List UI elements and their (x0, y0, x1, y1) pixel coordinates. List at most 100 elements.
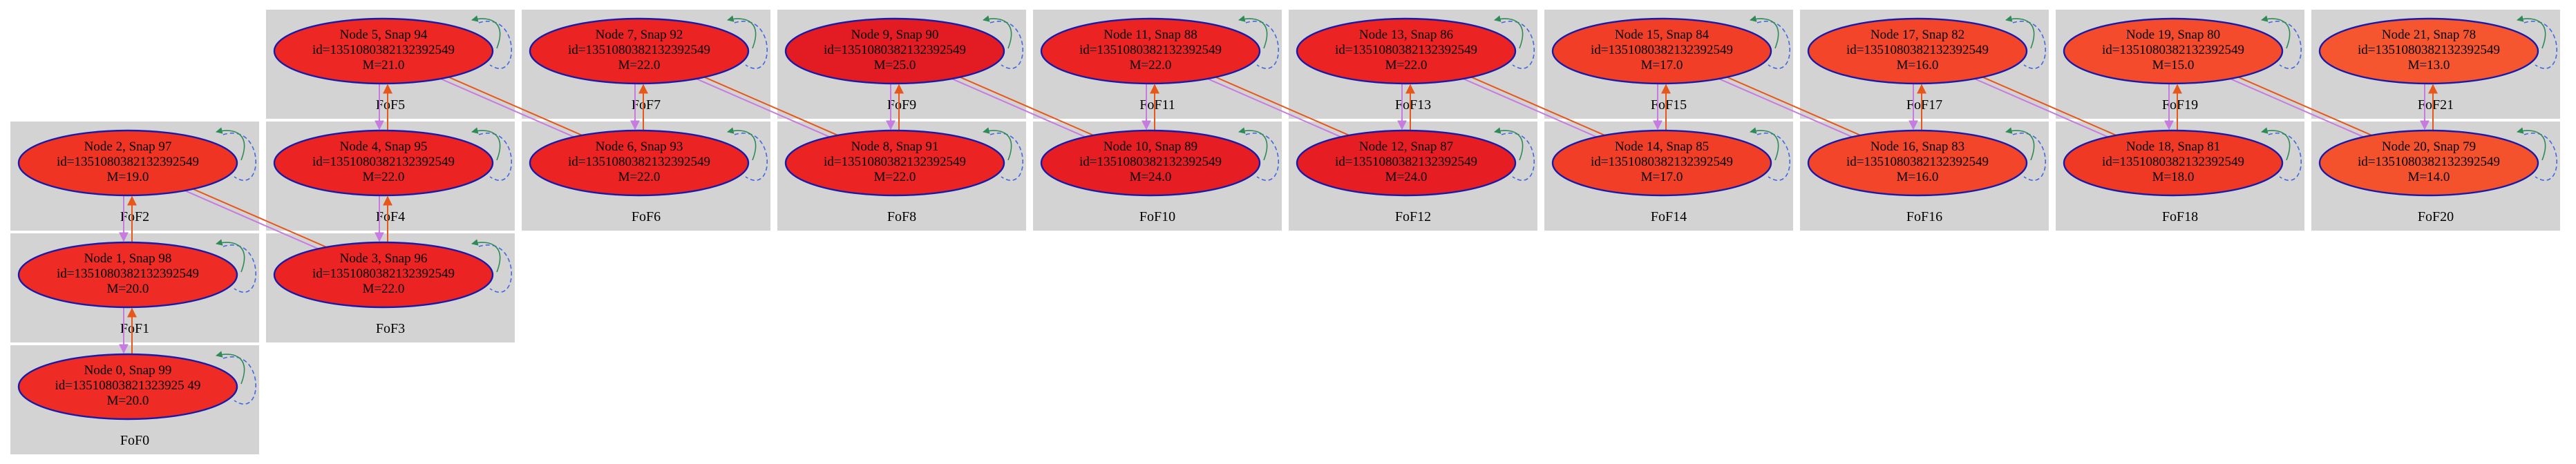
node-idline: id=1351080382132392549 (568, 155, 710, 169)
node-idline: id=1351080382132392549 (2358, 155, 2500, 169)
node-title: Node 15, Snap 84 (1615, 28, 1710, 42)
cluster-label: FoF11 (1139, 97, 1175, 113)
node-idline: id=1351080382132392549 (824, 155, 966, 169)
node-title: Node 10, Snap 89 (1104, 139, 1197, 154)
node-15: Node 15, Snap 84id=1351080382132392549M=… (1551, 15, 1790, 85)
link-16-17 (1909, 84, 1926, 130)
link-10-11 (1142, 84, 1159, 130)
self-loop-arrow (1750, 127, 1779, 161)
cluster-label: FoF10 (1139, 209, 1175, 224)
node-mass: M=22.0 (363, 170, 405, 184)
node-ellipse (2063, 17, 2284, 85)
node-12: Node 12, Snap 87id=1351080382132392549M=… (1296, 127, 1535, 197)
node-title: Node 6, Snap 93 (596, 139, 683, 154)
cluster-label: FoF13 (1395, 97, 1431, 113)
self-loop-arrow (2517, 15, 2546, 49)
node-idline: id=1351080382132392549 (568, 43, 710, 57)
node-mass: M=24.0 (1385, 170, 1428, 184)
node-idline: id=1351080382132392549 (1079, 155, 1222, 169)
node-5: Node 5, Snap 94id=1351080382132392549M=2… (273, 15, 512, 85)
node-title: Node 21, Snap 78 (2382, 28, 2476, 42)
node-ellipse (784, 129, 1005, 197)
node-ellipse (273, 17, 494, 85)
self-loop-arrow (1494, 15, 1524, 49)
node-idline: id=1351080382132392549 (2102, 155, 2244, 169)
node-title: Node 14, Snap 85 (1615, 139, 1709, 154)
link-4-5 (375, 84, 392, 130)
link-1-2 (119, 195, 137, 242)
node-title: Node 3, Snap 96 (340, 251, 428, 266)
node-mass: M=19.0 (107, 170, 149, 184)
link-0-1 (119, 307, 137, 354)
node-ellipse (1040, 129, 1261, 197)
node-ellipse (17, 241, 238, 309)
cluster-label: FoF14 (1651, 209, 1687, 224)
node-title: Node 12, Snap 87 (1359, 139, 1453, 154)
cluster-label: FoF6 (632, 209, 661, 224)
cluster-label: FoF4 (376, 209, 405, 224)
node-mass: M=20.0 (107, 394, 149, 408)
node-mass: M=25.0 (874, 58, 916, 72)
cluster-label: FoF0 (120, 433, 149, 448)
node-13: Node 13, Snap 86id=1351080382132392549M=… (1296, 15, 1535, 85)
link-12-13 (1397, 84, 1415, 130)
self-loop-arrow (727, 127, 757, 161)
node-mass: M=21.0 (363, 58, 405, 72)
node-4: Node 4, Snap 95id=1351080382132392549M=2… (273, 127, 512, 197)
node-idline: id=1351080382132392549 (1846, 43, 1989, 57)
link-3-4 (375, 195, 392, 242)
node-idline: id=1351080382132392549 (57, 155, 199, 169)
node-mass: M=14.0 (2408, 170, 2450, 184)
node-17: Node 17, Snap 82id=1351080382132392549M=… (1807, 15, 2046, 85)
node-title: Node 11, Snap 88 (1104, 28, 1197, 42)
cluster-label: FoF15 (1651, 97, 1687, 113)
node-idline: id=1351080382132392549 (1591, 155, 1733, 169)
node-title: Node 2, Snap 97 (84, 139, 172, 154)
node-idline: id=1351080382132392549 (1335, 43, 1477, 57)
node-title: Node 17, Snap 82 (1871, 28, 1964, 42)
node-title: Node 18, Snap 81 (2126, 139, 2220, 154)
node-20: Node 20, Snap 79id=1351080382132392549M=… (2318, 127, 2557, 197)
node-3: Node 3, Snap 96id=1351080382132392549M=2… (273, 239, 512, 309)
node-2: Node 2, Snap 97id=1351080382132392549M=1… (17, 127, 256, 197)
node-ellipse (529, 129, 750, 197)
node-ellipse (1296, 129, 1517, 197)
node-mass: M=16.0 (1897, 170, 1939, 184)
self-loop-arrow (983, 127, 1012, 161)
node-ellipse (1551, 129, 1772, 197)
self-loop-arrow (727, 15, 757, 49)
node-title: Node 19, Snap 80 (2126, 28, 2220, 42)
node-idline: id=1351080382132392549 (1846, 155, 1989, 169)
node-ellipse (17, 353, 238, 420)
node-ellipse (529, 17, 750, 85)
self-loop-arrow (471, 239, 501, 273)
node-10: Node 10, Snap 89id=1351080382132392549M=… (1040, 127, 1279, 197)
node-ellipse (273, 241, 494, 309)
link-6-7 (630, 84, 648, 130)
cluster-label: FoF7 (632, 97, 661, 113)
node-title: Node 4, Snap 95 (340, 139, 428, 154)
cluster-label: FoF17 (1906, 97, 1942, 113)
cluster-label: FoF5 (376, 97, 405, 113)
node-idline: id=1351080382132392549 (312, 43, 455, 57)
node-mass: M=22.0 (618, 58, 661, 72)
cluster-label: FoF9 (887, 97, 916, 113)
link-8-9 (886, 84, 904, 130)
node-19: Node 19, Snap 80id=1351080382132392549M=… (2063, 15, 2302, 85)
node-idline: id=1351080382132392549 (824, 43, 966, 57)
node-title: Node 9, Snap 90 (851, 28, 939, 42)
node-1: Node 1, Snap 98id=1351080382132392549M=2… (17, 239, 256, 309)
self-loop-arrow (471, 15, 501, 49)
self-loop-arrow (1494, 127, 1524, 161)
self-loop-arrow (2261, 127, 2291, 161)
node-idline: id=1351080382132392549 (2102, 43, 2244, 57)
cluster-label: FoF16 (1906, 209, 1942, 224)
node-21: Node 21, Snap 78id=1351080382132392549M=… (2318, 15, 2557, 85)
node-mass: M=16.0 (1897, 58, 1939, 72)
cluster-label: FoF2 (120, 209, 149, 224)
node-9: Node 9, Snap 90id=1351080382132392549M=2… (784, 15, 1023, 85)
node-7: Node 7, Snap 92id=1351080382132392549M=2… (529, 15, 768, 85)
link-20-21 (2420, 84, 2438, 130)
